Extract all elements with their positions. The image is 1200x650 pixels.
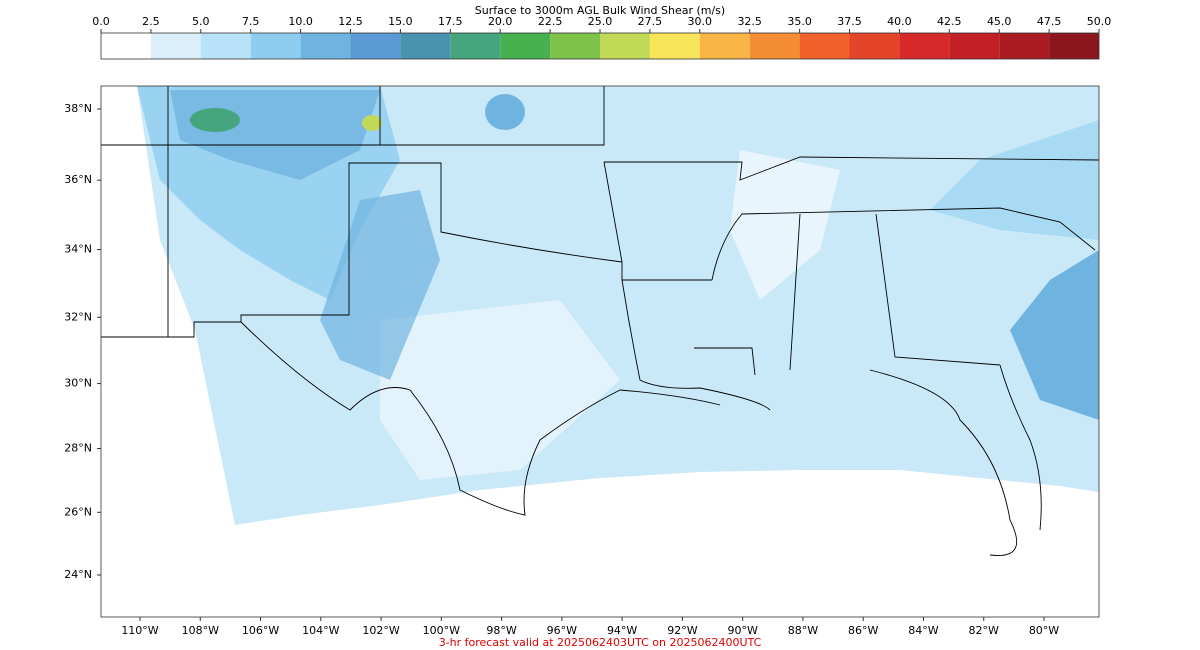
lon-label: 108°W [182, 624, 219, 637]
colorbar-tick-label: 27.5 [638, 15, 663, 28]
colorbar-cell [250, 33, 301, 59]
colorbar-cell [550, 33, 600, 59]
map-frame [100, 85, 1100, 618]
shear-field [190, 108, 240, 132]
colorbar-tick-label: 45.0 [987, 15, 1012, 28]
colorbar-cell [699, 33, 750, 59]
colorbar-cell [600, 33, 650, 59]
colorbar-tick-label: 50.0 [1087, 15, 1112, 28]
colorbar-cell [450, 33, 501, 59]
lon-label: 98°W [486, 624, 516, 637]
colorbar-tick-label: 42.5 [937, 15, 962, 28]
forecast-note: 3-hr forecast valid at 2025062403UTC on … [439, 636, 762, 649]
shear-field [1010, 250, 1099, 420]
colorbar-tick-label: 2.5 [142, 15, 160, 28]
lon-label: 100°W [423, 624, 460, 637]
lat-label: 30°N [64, 377, 92, 390]
colorbar-tick-label: 32.5 [737, 15, 762, 28]
lon-labels: 110°W 108°W 106°W 104°W 102°W 100°W 98°W 96°W 94… [121, 617, 1059, 637]
shear-field [320, 190, 440, 380]
lon-label: 84°W [908, 624, 938, 637]
colorbar-cell [899, 33, 950, 59]
colorbar-tick-label: 12.5 [338, 15, 363, 28]
colorbar-cell [101, 33, 151, 59]
colorbar-tick-label: 20.0 [488, 15, 513, 28]
lat-label: 34°N [64, 243, 92, 256]
lat-label: 36°N [64, 173, 92, 186]
shear-field [485, 94, 525, 130]
colorbar-cell [949, 33, 1000, 59]
shear-field [930, 120, 1099, 240]
colorbar-cell [150, 33, 201, 59]
lon-label: 94°W [607, 624, 637, 637]
colorbar-tick-label: 25.0 [588, 15, 613, 28]
colorbar-tick-label: 10.0 [288, 15, 313, 28]
colorbar-tick-label: 37.5 [837, 15, 862, 28]
lon-label: 82°W [969, 624, 999, 637]
colorbar-tick-label: 17.5 [438, 15, 463, 28]
lat-labels: 38°N 36°N 34°N 32°N 30°N 28°N 26°N 24°N [64, 102, 101, 581]
map [100, 85, 1100, 618]
lon-label: 106°W [242, 624, 279, 637]
lon-label: 96°W [547, 624, 577, 637]
colorbar-tick-label: 40.0 [887, 15, 912, 28]
colorbar-cell [799, 33, 850, 59]
colorbar-cell [200, 33, 251, 59]
lat-label: 24°N [64, 568, 92, 581]
colorbar-tick-label: 35.0 [787, 15, 812, 28]
colorbar-frame [100, 32, 1100, 60]
colorbar-tick-label: 30.0 [688, 15, 713, 28]
colorbar-cell [500, 33, 551, 59]
lon-label: 90°W [727, 624, 757, 637]
colorbar-tick-label: 0.0 [92, 15, 110, 28]
lon-label: 86°W [848, 624, 878, 637]
colorbar-cell [350, 33, 401, 59]
lon-label: 80°W [1029, 624, 1059, 637]
field [101, 86, 1099, 557]
colorbar-cell [849, 33, 900, 59]
colorbar-tick-label: 22.5 [538, 15, 563, 28]
colorbar-tick-label: 15.0 [388, 15, 413, 28]
lat-label: 28°N [64, 442, 92, 455]
lat-label: 32°N [64, 310, 92, 323]
colorbar-tick-label: 47.5 [1037, 15, 1062, 28]
colorbar-cell [999, 33, 1050, 59]
lon-label: 92°W [667, 624, 697, 637]
shear-field [730, 150, 840, 300]
colorbar: 0.0 2.5 5.0 7.5 10.0 12.5 15.0 17.5 20.0 22.5 25.0… [92, 15, 1111, 59]
colorbar-cell [749, 33, 800, 59]
lat-label: 26°N [64, 505, 92, 518]
lon-label: 102°W [362, 624, 399, 637]
lon-label: 88°W [788, 624, 818, 637]
colorbar-tick-label: 7.5 [242, 15, 260, 28]
lon-label: 110°W [121, 624, 158, 637]
colorbar-cell [649, 33, 700, 59]
colorbar-tick-label: 5.0 [192, 15, 210, 28]
shear-field [362, 115, 382, 131]
lat-label: 38°N [64, 102, 92, 115]
lon-label: 104°W [302, 624, 339, 637]
colorbar-cell [1049, 33, 1099, 59]
colorbar-cell [400, 33, 451, 59]
colorbar-cell [300, 33, 351, 59]
colorbar-title: Surface to 3000m AGL Bulk Wind Shear (m/… [475, 4, 725, 17]
